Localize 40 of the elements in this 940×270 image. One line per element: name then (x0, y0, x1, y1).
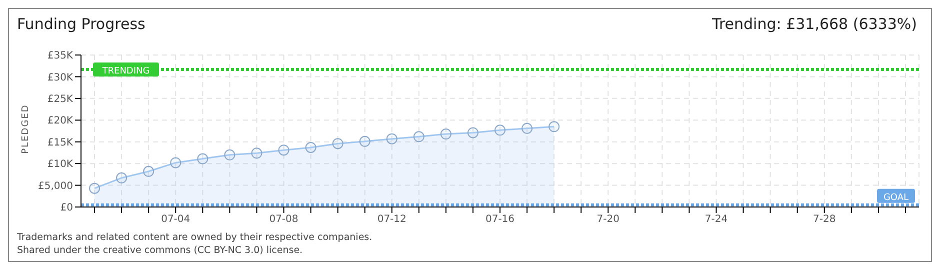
point (224, 149, 236, 160)
y-tick-label: £0 (60, 202, 73, 214)
x-tick-label: 07-08 (269, 214, 298, 226)
y-tick-label: £10K (47, 159, 74, 170)
x-tick-label: 07-12 (377, 214, 406, 226)
y-axis-title: PLEDGED (21, 104, 31, 154)
text: Trademarks and related content are owned by their respective companies. (17, 231, 372, 244)
point (522, 122, 533, 134)
point (494, 124, 506, 136)
chart-title: Funding Progress (17, 15, 146, 33)
y-tick-label: £35K (47, 50, 74, 62)
x-tick-label: 7-20 (596, 214, 620, 226)
point (548, 121, 560, 132)
x-tick-label: 07-04 (161, 214, 190, 226)
point (386, 133, 398, 144)
point (467, 127, 478, 138)
y-tick-label: £30K (47, 72, 74, 84)
text: Trending: £31,668 (6333%) (712, 15, 917, 33)
point (143, 166, 154, 177)
x-tick-label: 7-24 (704, 214, 728, 226)
point (89, 182, 100, 194)
point (440, 128, 452, 140)
point (251, 148, 262, 159)
text: Shared under the creative commons (CC BY-NC 3.0) license. (17, 244, 304, 257)
point (197, 153, 208, 164)
point (413, 131, 424, 142)
point (116, 172, 128, 184)
point (278, 144, 290, 156)
point (359, 136, 370, 147)
point (332, 138, 344, 150)
ref-line-label: TRENDING (101, 66, 150, 76)
ref-line-label: GOAL (883, 192, 909, 203)
y-tick-label: £25K (47, 94, 74, 105)
point (170, 157, 182, 168)
y-tick-label: £5,000 (38, 180, 73, 192)
y-tick-label: £20K (47, 116, 74, 127)
point (305, 142, 316, 154)
x-tick-label: 7-28 (813, 214, 836, 226)
y-tick-label: £15K (47, 137, 74, 148)
x-tick-label: 07-16 (485, 214, 515, 226)
